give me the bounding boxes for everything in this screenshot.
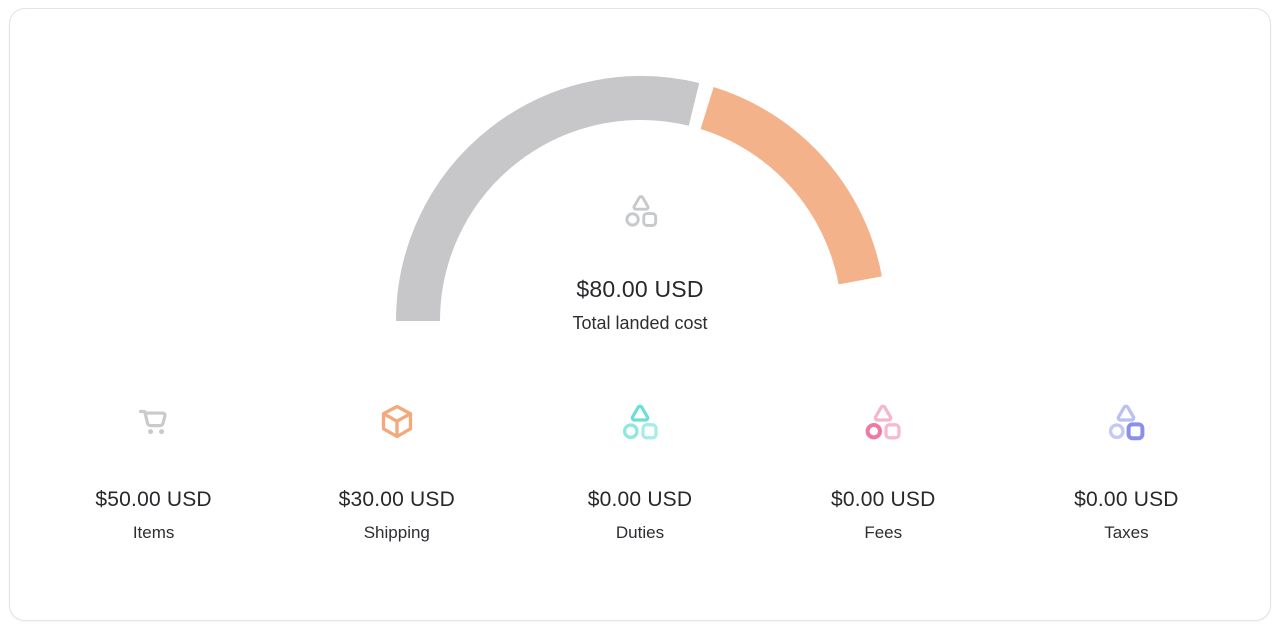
shipping-value: $30.00 USD — [338, 488, 455, 511]
legend-item-taxes: $0.00 USD Taxes — [1005, 398, 1248, 544]
square-glyph — [884, 423, 901, 440]
shapes-icon — [865, 404, 901, 440]
square-glyph — [1127, 422, 1145, 441]
triangle-glyph — [632, 195, 650, 211]
shapes-icon — [625, 195, 658, 227]
triangle-glyph — [630, 404, 650, 422]
shapes-icon — [622, 404, 658, 440]
circle-glyph — [1109, 423, 1126, 440]
shipping-label: Shipping — [363, 523, 430, 542]
items-value: $50.00 USD — [95, 488, 212, 511]
cart-wheel-right — [158, 429, 164, 435]
circle-glyph — [622, 423, 639, 440]
gauge-chart — [396, 76, 882, 322]
gauge-total-label: Total landed cost — [572, 313, 708, 333]
legend-item-shipping: $30.00 USD Shipping — [275, 398, 518, 544]
legend-item-items: $50.00 USD Items — [32, 398, 275, 544]
fees-label: Fees — [864, 523, 903, 542]
gauge-segment-items — [396, 76, 700, 322]
package-outline — [381, 404, 412, 439]
duties-label: Duties — [615, 523, 665, 542]
triangle-glyph — [1117, 404, 1136, 422]
fees-value: $0.00 USD — [830, 488, 936, 511]
taxes-value: $0.00 USD — [1074, 488, 1179, 511]
circle-glyph — [625, 212, 640, 227]
cart-outline — [138, 409, 167, 428]
square-glyph — [641, 423, 658, 440]
triangle-glyph — [873, 404, 893, 422]
package-icon — [381, 404, 412, 439]
shapes-icon — [1109, 404, 1145, 441]
items-label: Items — [132, 523, 175, 542]
gauge-segment-shipping — [700, 87, 882, 285]
taxes-label: Taxes — [1104, 523, 1149, 542]
circle-glyph — [865, 423, 883, 440]
legend-item-duties: $0.00 USD Duties — [518, 398, 761, 544]
square-glyph — [642, 212, 658, 227]
legend-item-fees: $0.00 USD Fees — [762, 398, 1005, 544]
duties-value: $0.00 USD — [587, 488, 693, 511]
cart-wheel-left — [147, 429, 153, 435]
cart-icon — [138, 409, 167, 435]
cost-breakdown-row: $50.00 USD Items $30.00 USD Shipping $0.… — [32, 398, 1248, 544]
landed-cost-card: $80.00 USD Total landed cost $50.00 USD … — [9, 8, 1271, 621]
gauge-total-value: $80.00 USD — [576, 276, 704, 302]
